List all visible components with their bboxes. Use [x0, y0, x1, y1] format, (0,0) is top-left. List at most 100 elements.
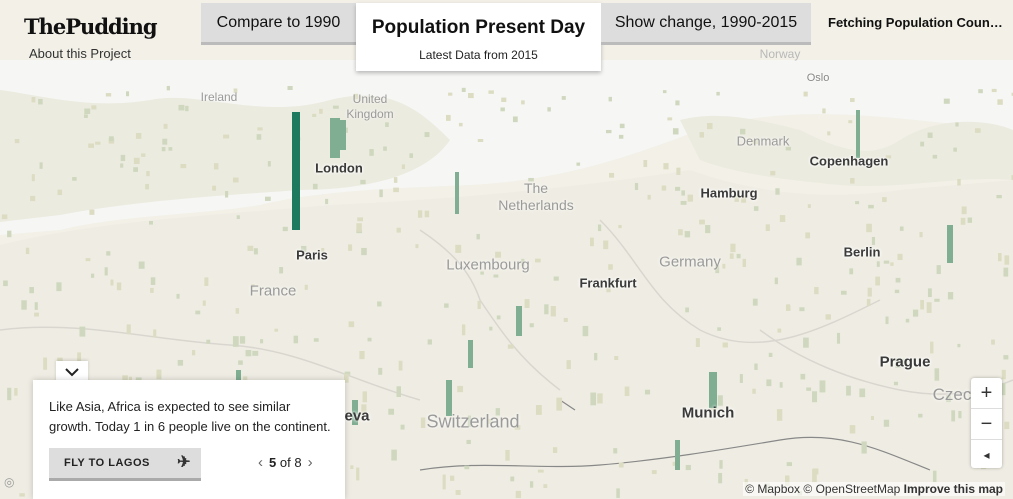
- population-bar: [676, 167, 681, 175]
- population-bar: [920, 299, 924, 310]
- population-bar: [883, 260, 890, 264]
- zoom-in-button[interactable]: +: [971, 378, 1002, 409]
- population-bar: [997, 252, 1002, 262]
- tab-present-day-title: Population Present Day: [371, 17, 586, 38]
- population-bar: [859, 388, 866, 398]
- population-bar: [391, 449, 397, 461]
- population-bar: [356, 467, 360, 481]
- population-spike: [468, 340, 473, 368]
- prev-step-icon[interactable]: ‹: [258, 454, 263, 471]
- population-bar: [715, 265, 720, 274]
- population-bar: [582, 325, 589, 337]
- population-bar: [332, 105, 339, 109]
- population-bar: [466, 439, 471, 445]
- population-bar: [83, 114, 88, 118]
- tab-present-day[interactable]: Population Present Day Latest Data from …: [356, 3, 601, 71]
- population-bar: [608, 96, 612, 102]
- total-steps: 8: [294, 455, 302, 470]
- population-bar: [590, 392, 597, 406]
- population-bar: [161, 147, 166, 152]
- population-bar: [663, 163, 669, 170]
- population-bar: [3, 280, 8, 287]
- mapbox-attribution-link[interactable]: © Mapbox: [745, 482, 801, 496]
- population-bar: [770, 170, 776, 176]
- population-spike: [675, 440, 680, 470]
- population-bar: [235, 308, 240, 314]
- population-bar: [56, 282, 62, 292]
- population-bar: [455, 244, 462, 253]
- country-label-germany: Germany: [659, 253, 721, 271]
- population-bar: [678, 229, 683, 236]
- population-bar: [875, 276, 880, 286]
- population-bar: [777, 328, 782, 333]
- next-step-icon[interactable]: ›: [307, 454, 313, 471]
- population-bar: [145, 183, 149, 190]
- population-bar: [477, 300, 481, 310]
- population-bar: [464, 465, 470, 470]
- tab-show-change[interactable]: Show change, 1990-2015: [601, 3, 811, 45]
- population-bar: [1, 214, 8, 220]
- population-bar: [930, 341, 934, 354]
- population-bar: [643, 160, 648, 168]
- population-bar: [57, 189, 63, 196]
- population-bar: [563, 317, 568, 322]
- population-bar: [705, 225, 711, 234]
- zoom-out-button[interactable]: −: [971, 409, 1002, 440]
- population-bar: [742, 258, 747, 268]
- population-bar: [195, 310, 201, 315]
- population-bar: [500, 107, 505, 112]
- population-bar: [827, 131, 831, 136]
- population-bar: [786, 462, 793, 467]
- fly-to-button[interactable]: FLY TO LAGOS ✈: [49, 448, 201, 481]
- population-bar: [458, 122, 463, 127]
- population-spike: [947, 225, 953, 263]
- pudding-logo[interactable]: ThePudding: [24, 14, 158, 39]
- population-bar: [84, 108, 91, 114]
- compass-button[interactable]: ◂: [983, 448, 990, 462]
- population-bar: [606, 288, 611, 293]
- population-bar: [991, 339, 995, 345]
- population-bar: [681, 190, 685, 196]
- population-bar: [1011, 175, 1013, 180]
- about-link[interactable]: About this Project: [29, 46, 131, 61]
- population-bar: [257, 127, 263, 131]
- population-bar: [476, 233, 480, 240]
- population-bar: [882, 197, 887, 203]
- population-spike: [352, 400, 358, 425]
- population-bar: [926, 302, 932, 313]
- population-bar: [943, 98, 950, 104]
- population-bar: [699, 132, 705, 138]
- population-bar: [1003, 355, 1009, 360]
- population-bar: [14, 387, 18, 396]
- population-bar: [717, 327, 722, 331]
- population-bar: [912, 309, 919, 317]
- mapbox-logo-icon[interactable]: ◎: [4, 475, 15, 489]
- population-bar: [19, 493, 25, 497]
- population-bar: [401, 164, 405, 170]
- population-bar: [897, 253, 903, 261]
- population-bar: [997, 99, 1003, 105]
- population-bar: [876, 261, 880, 267]
- improve-map-link[interactable]: Improve this map: [903, 482, 1003, 496]
- population-bar: [651, 470, 657, 475]
- tab-compare-1990[interactable]: Compare to 1990: [201, 3, 356, 45]
- population-bar: [367, 337, 372, 342]
- population-bar: [110, 279, 114, 286]
- population-bar: [369, 149, 374, 156]
- population-bar: [325, 198, 329, 205]
- population-bar: [77, 352, 82, 365]
- population-bar: [868, 204, 874, 209]
- population-bar: [754, 363, 758, 370]
- osm-attribution-link[interactable]: © OpenStreetMap: [803, 482, 901, 496]
- population-spike: [455, 172, 459, 214]
- population-bar: [457, 385, 464, 393]
- collapse-card-button[interactable]: [56, 361, 88, 383]
- city-label-frankfurt: Frankfurt: [579, 275, 637, 291]
- population-bar: [934, 298, 940, 302]
- population-bar: [936, 265, 941, 275]
- population-bar: [467, 415, 471, 427]
- population-bar: [662, 90, 667, 94]
- population-bar: [191, 350, 196, 356]
- population-bar: [39, 162, 43, 169]
- city-label-prague: Prague: [879, 353, 931, 371]
